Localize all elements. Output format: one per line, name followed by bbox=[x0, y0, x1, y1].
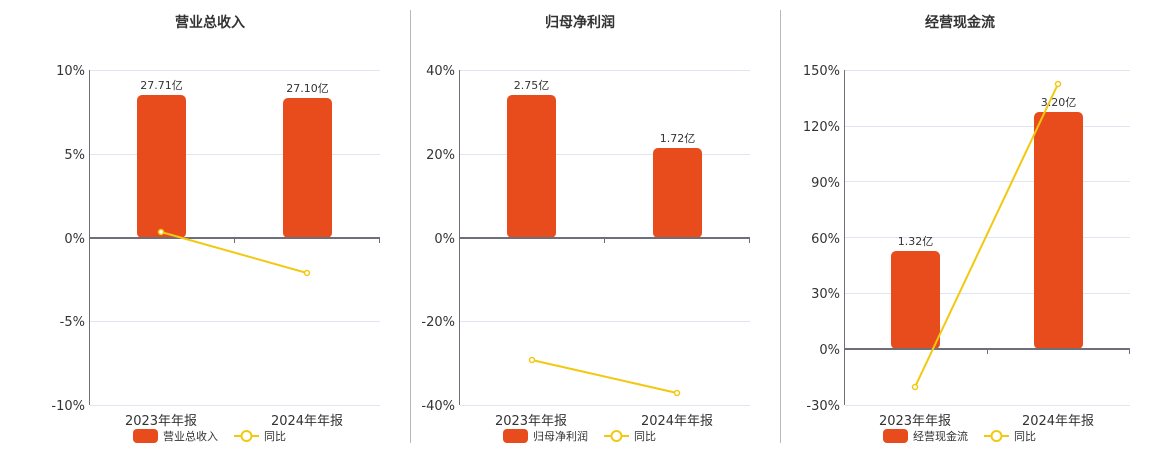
svg-text:20%: 20% bbox=[426, 148, 455, 163]
y-axis-labels: 10% 5% 0% -5% -10% bbox=[51, 64, 85, 414]
yoy-point-2023[interactable] bbox=[911, 383, 919, 391]
legend-bar-swatch bbox=[133, 429, 158, 443]
svg-text:90%: 90% bbox=[811, 176, 840, 191]
y-axis-labels: 150% 120% 90% 60% 30% 0% -30% bbox=[803, 64, 840, 414]
svg-text:2024年年报: 2024年年报 bbox=[1022, 414, 1094, 429]
svg-text:40%: 40% bbox=[426, 64, 455, 79]
yoy-line bbox=[914, 83, 1059, 388]
yoy-line bbox=[531, 359, 678, 394]
svg-text:-40%: -40% bbox=[421, 399, 455, 414]
bar-label-2023: 2.75亿 bbox=[514, 79, 550, 92]
yoy-point-2023[interactable] bbox=[157, 228, 165, 236]
svg-text:同比: 同比 bbox=[264, 430, 286, 443]
bar-label-2024: 27.10亿 bbox=[286, 82, 329, 95]
svg-text:-5%: -5% bbox=[60, 315, 85, 330]
svg-text:-10%: -10% bbox=[51, 399, 85, 414]
svg-text:同比: 同比 bbox=[634, 430, 656, 443]
svg-text:150%: 150% bbox=[803, 64, 840, 79]
legend[interactable]: 营业总收入 同比 bbox=[133, 429, 286, 443]
grid bbox=[90, 70, 380, 406]
legend-bar-swatch bbox=[503, 429, 528, 443]
svg-text:-20%: -20% bbox=[421, 315, 455, 330]
chart-title-revenue: 营业总收入 bbox=[175, 15, 245, 31]
bar-2023[interactable] bbox=[137, 95, 186, 238]
legend-bar-swatch bbox=[883, 429, 908, 443]
x-axis-labels: 2023年年报 2024年年报 bbox=[879, 414, 1094, 429]
svg-text:-30%: -30% bbox=[806, 399, 840, 414]
legend[interactable]: 经营现金流 同比 bbox=[883, 429, 1036, 443]
svg-text:2023年年报: 2023年年报 bbox=[495, 414, 567, 429]
svg-text:2024年年报: 2024年年报 bbox=[271, 414, 343, 429]
yoy-line bbox=[160, 231, 308, 274]
bar-2023[interactable] bbox=[891, 251, 940, 349]
legend-line-marker-icon bbox=[990, 430, 1003, 442]
legend-line-marker-icon bbox=[610, 430, 623, 442]
panel-divider bbox=[410, 10, 411, 443]
bar-label-2024: 3.20亿 bbox=[1041, 96, 1077, 109]
svg-text:0%: 0% bbox=[434, 232, 455, 247]
y-axis-labels: 40% 20% 0% -20% -40% bbox=[421, 64, 455, 414]
svg-text:0%: 0% bbox=[64, 232, 85, 247]
x-axis-labels: 2023年年报 2024年年报 bbox=[125, 414, 343, 429]
yoy-point-2024[interactable] bbox=[1054, 80, 1062, 88]
bar-2023[interactable] bbox=[507, 95, 556, 238]
bar-2024[interactable] bbox=[283, 98, 332, 238]
svg-text:同比: 同比 bbox=[1014, 430, 1036, 443]
bar-label-2024: 1.72亿 bbox=[660, 132, 696, 145]
yoy-point-2024[interactable] bbox=[303, 269, 311, 277]
chart-title-operating-cash-flow: 经营现金流 bbox=[925, 15, 995, 31]
svg-text:30%: 30% bbox=[811, 287, 840, 302]
svg-text:经营现金流: 经营现金流 bbox=[913, 429, 968, 443]
svg-text:归母净利润: 归母净利润 bbox=[533, 429, 588, 443]
legend-line-marker-icon bbox=[240, 430, 253, 442]
bar-2024[interactable] bbox=[1034, 112, 1083, 349]
svg-text:5%: 5% bbox=[64, 148, 85, 163]
bar-label-2023: 1.32亿 bbox=[898, 235, 934, 248]
chart-title-net-profit: 归母净利润 bbox=[545, 15, 615, 31]
x-axis-labels: 2023年年报 2024年年报 bbox=[495, 414, 713, 429]
svg-text:2024年年报: 2024年年报 bbox=[641, 414, 713, 429]
svg-text:60%: 60% bbox=[811, 232, 840, 247]
grid bbox=[845, 70, 1130, 406]
bar-2024[interactable] bbox=[653, 148, 702, 238]
panel-divider bbox=[780, 10, 781, 443]
bar-label-2023: 27.71亿 bbox=[140, 79, 183, 92]
svg-text:营业总收入: 营业总收入 bbox=[163, 429, 218, 443]
svg-text:2023年年报: 2023年年报 bbox=[879, 414, 951, 429]
svg-text:2023年年报: 2023年年报 bbox=[125, 414, 197, 429]
legend[interactable]: 归母净利润 同比 bbox=[503, 429, 656, 443]
svg-text:10%: 10% bbox=[56, 64, 85, 79]
svg-text:120%: 120% bbox=[803, 120, 840, 135]
yoy-point-2023[interactable] bbox=[528, 356, 536, 364]
svg-text:0%: 0% bbox=[819, 343, 840, 358]
yoy-point-2024[interactable] bbox=[673, 389, 681, 397]
